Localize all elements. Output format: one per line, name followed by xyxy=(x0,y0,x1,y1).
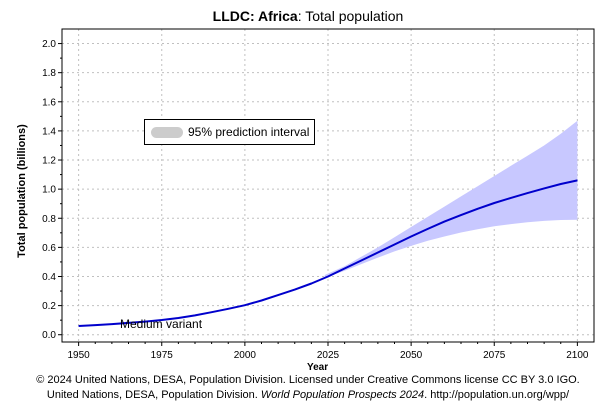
y-axis-ticks: 0.0 0.2 0.4 0.6 0.8 1.0 1.2 1.4 1.6 1.8 2.0 xyxy=(42,39,62,341)
y-tick-label: 0.0 xyxy=(42,330,56,341)
y-tick-label: 1.8 xyxy=(42,68,56,79)
x-tick-label: 1950 xyxy=(68,350,91,361)
legend-label: 95% prediction interval xyxy=(188,125,310,139)
chart-title-rest: : Total population xyxy=(297,8,404,24)
x-tick-label: 2050 xyxy=(400,350,423,361)
x-axis-ticks: 1950 1975 2000 2025 2050 2075 2100 xyxy=(68,342,589,361)
x-tick-label: 2100 xyxy=(566,350,589,361)
footer-citation-b: . http://population.un.org/wpp/ xyxy=(424,389,570,401)
y-tick-label: 2.0 xyxy=(42,39,56,50)
y-tick-label: 1.4 xyxy=(42,126,56,137)
y-tick-label: 1.2 xyxy=(42,156,56,167)
y-tick-label: 0.4 xyxy=(42,272,56,283)
medium-variant-line xyxy=(78,179,578,327)
y-tick-label: 0.2 xyxy=(42,301,56,312)
footer-citation: United Nations, DESA, Population Divisio… xyxy=(0,389,616,401)
y-tick-label: 0.8 xyxy=(42,214,56,225)
footer-citation-a: United Nations, DESA, Population Divisio… xyxy=(46,389,261,401)
chart-title-bold: LLDC: Africa xyxy=(212,8,298,24)
chart-title: LLDC: Africa: Total population xyxy=(0,8,616,24)
x-tick-label: 2000 xyxy=(234,350,257,361)
x-axis-label: Year xyxy=(307,362,329,373)
y-tick-label: 1.0 xyxy=(42,185,56,196)
x-tick-label: 2075 xyxy=(483,350,506,361)
legend-swatch xyxy=(151,127,183,138)
legend: 95% prediction interval xyxy=(144,119,315,145)
y-tick-label: 0.6 xyxy=(42,243,56,254)
y-tick-label: 1.6 xyxy=(42,97,56,108)
medium-variant-annotation: Medium variant xyxy=(120,317,203,331)
prediction-interval-band xyxy=(324,120,578,278)
footer-citation-italic: World Population Prospects 2024 xyxy=(260,389,425,401)
x-tick-label: 1975 xyxy=(151,350,174,361)
footer-copyright: © 2024 United Nations, DESA, Population … xyxy=(36,374,580,386)
x-tick-label: 2025 xyxy=(317,350,340,361)
y-axis-label: Total population (billions) xyxy=(16,124,28,258)
